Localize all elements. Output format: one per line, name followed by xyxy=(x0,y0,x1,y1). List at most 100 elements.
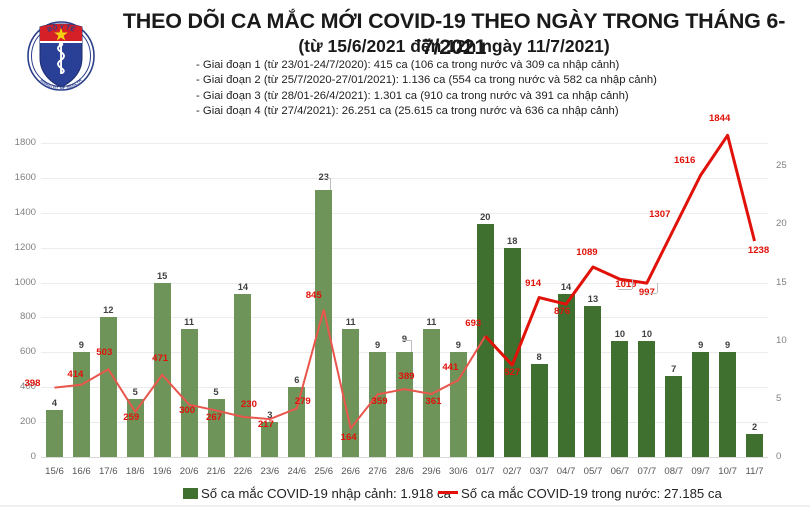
line-value-label: 997 xyxy=(625,287,669,298)
bar xyxy=(530,363,548,457)
line-value-label: 693 xyxy=(465,318,482,330)
x-axis-tick-label: 27/6 xyxy=(368,466,387,477)
bar xyxy=(99,317,117,457)
x-axis-tick-label: 29/6 xyxy=(422,466,441,477)
y-axis-tick-label: 1800 xyxy=(14,137,36,148)
bar-value-label: 11 xyxy=(426,317,437,328)
bar xyxy=(342,329,360,457)
x-axis-tick-label: 20/6 xyxy=(179,466,199,477)
gridline xyxy=(41,282,768,284)
label-leader-line xyxy=(320,177,330,179)
line-value-label: 845 xyxy=(305,289,322,301)
line-value-label: 527 xyxy=(504,367,521,379)
svg-text:BỘ Y TẾ: BỘ Y TẾ xyxy=(46,22,77,34)
bar xyxy=(584,305,602,457)
y2-axis-tick-label: 0 xyxy=(776,451,782,462)
bar xyxy=(476,224,494,457)
bar xyxy=(72,352,90,457)
line-value-label: 914 xyxy=(525,277,542,289)
bar xyxy=(207,398,225,457)
line-value-label: 259 xyxy=(123,411,140,423)
bar xyxy=(261,422,279,457)
line-value-label: 279 xyxy=(294,396,311,408)
line-value-label: 1844 xyxy=(708,113,731,125)
label-leader-line xyxy=(410,340,412,353)
line-value-label: 359 xyxy=(371,396,388,408)
bar-value-label: 23 xyxy=(318,171,329,182)
phase-summary-list: - Giai đoạn 1 (từ 23/01-24/7/2020): 415 … xyxy=(196,58,796,120)
x-axis-tick-label: 22/6 xyxy=(233,466,253,477)
x-axis-tick-label: 06/7 xyxy=(610,466,630,477)
legend-item-domestic: Số ca mắc COVID-19 trong nước: 27.185 ca xyxy=(438,486,722,501)
bar-value-label: 11 xyxy=(184,317,194,328)
bar xyxy=(611,340,629,457)
bar xyxy=(557,294,575,457)
line-value-label: 267 xyxy=(206,412,223,424)
bar xyxy=(719,352,737,457)
x-axis-tick-label: 11/7 xyxy=(745,466,764,477)
x-axis-tick-label: 25/6 xyxy=(314,466,334,477)
bar-value-label: 12 xyxy=(103,305,114,316)
x-axis-tick-label: 07/7 xyxy=(637,466,657,477)
y2-axis-tick-label: 15 xyxy=(776,276,787,288)
x-axis-tick-label: 10/7 xyxy=(718,466,737,477)
line-value-label: 164 xyxy=(340,432,357,444)
line-value-label: 1238 xyxy=(747,245,770,257)
legend-swatch-red-line-icon xyxy=(438,491,458,494)
bar-value-label: 3 xyxy=(267,410,273,421)
x-axis-tick-label: 24/6 xyxy=(287,466,307,477)
x-axis-tick-label: 08/7 xyxy=(664,466,684,477)
x-axis-tick-label: 16/6 xyxy=(72,466,91,477)
x-axis-tick-label: 09/7 xyxy=(691,466,711,477)
bar-value-label: 6 xyxy=(294,375,300,386)
bar-value-label: 20 xyxy=(480,212,491,223)
y-axis-tick-label: 0 xyxy=(30,451,36,462)
label-leader-line xyxy=(617,289,632,291)
y2-axis-tick-label: 25 xyxy=(776,160,787,172)
gridline xyxy=(41,457,768,458)
x-axis-tick-label: 19/6 xyxy=(152,466,172,477)
ministry-of-health-vietnam-logo: BỘ Y TẾ MINISTRY OF HEALTH xyxy=(18,12,104,98)
phase-line: - Giai đoạn 2 (từ 25/7/2020-27/01/2021):… xyxy=(196,74,657,87)
bar-value-label: 2 xyxy=(751,421,758,432)
y2-axis-tick-label: 5 xyxy=(776,392,782,404)
phase-line: - Giai đoạn 4 (từ 27/4/2021): 26.251 ca … xyxy=(196,105,619,118)
bar xyxy=(396,352,413,457)
bar-value-label: 15 xyxy=(156,270,168,281)
line-value-label: 1019 xyxy=(615,279,637,291)
bar xyxy=(692,352,710,457)
x-axis-tick-label: 03/7 xyxy=(529,466,549,477)
footer-divider xyxy=(0,505,810,507)
label-leader-line xyxy=(644,293,657,295)
gridline xyxy=(41,247,768,249)
bar-value-label: 9 xyxy=(78,340,84,351)
bar-value-label: 9 xyxy=(455,340,461,351)
line-value-label: 471 xyxy=(152,352,169,364)
bar-value-label: 9 xyxy=(725,340,731,351)
x-axis-tick-label: 04/7 xyxy=(556,466,576,477)
legend-swatch-green-icon xyxy=(183,488,198,499)
bar xyxy=(45,410,63,457)
x-axis-tick-label: 15/6 xyxy=(45,466,64,477)
bar xyxy=(153,282,171,457)
bar xyxy=(503,247,521,457)
line-value-label: 398 xyxy=(24,377,41,389)
line-value-label: 1307 xyxy=(649,209,671,220)
x-axis-tick-label: 28/6 xyxy=(395,466,414,477)
line-value-label: 876 xyxy=(554,306,571,318)
bar xyxy=(180,329,198,457)
y-axis-tick-label: 600 xyxy=(19,346,36,358)
chart-legend: Số ca mắc COVID-19 nhập cảnh: 1.918 ca S… xyxy=(0,484,810,506)
line-value-label: 300 xyxy=(179,404,196,416)
bar xyxy=(638,340,656,457)
label-leader-line xyxy=(631,279,633,290)
phase-line: - Giai đoạn 3 (từ 28/01-26/4/2021): 1.30… xyxy=(196,89,629,102)
line-value-label: 361 xyxy=(425,396,442,408)
bar xyxy=(665,375,683,457)
bar-value-label: 4 xyxy=(51,398,58,409)
line-value-label: 441 xyxy=(442,362,459,374)
label-leader-line xyxy=(329,177,331,190)
bar-value-label: 18 xyxy=(507,235,518,246)
gridline xyxy=(41,317,768,319)
